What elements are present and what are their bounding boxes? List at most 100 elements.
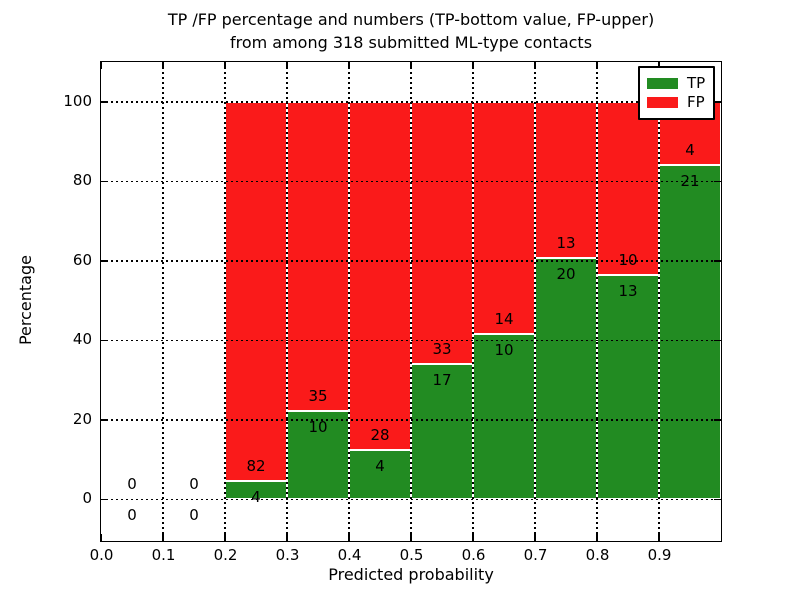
bar-fp-0.4-0.5 xyxy=(349,101,411,450)
bar-tp-0.3-0.4 xyxy=(287,410,349,500)
gridline-x-0.9 xyxy=(658,62,660,541)
x-tick-label-0.4: 0.4 xyxy=(337,546,362,564)
gridline-x-0.2 xyxy=(224,62,226,541)
tp-count-label-0.9-1: 21 xyxy=(680,172,700,191)
y-tick-left-20 xyxy=(101,419,108,421)
x-tick-top-0.9 xyxy=(658,62,660,69)
y-tick-right-100 xyxy=(714,101,721,103)
gridline-x-0.4 xyxy=(348,62,350,541)
tp-count-label-0-0.1: 0 xyxy=(127,506,137,525)
gridline-x-0.5 xyxy=(410,62,412,541)
legend-entry-tp: TP xyxy=(647,75,713,92)
x-tick-bottom-0.4 xyxy=(348,534,350,541)
x-tick-label-0.2: 0.2 xyxy=(213,546,238,564)
legend: TP FP xyxy=(638,66,715,120)
y-tick-right-0 xyxy=(714,498,721,500)
tp-count-label-0.5-0.6: 17 xyxy=(432,371,452,390)
bar-fp-0.8-0.9 xyxy=(597,101,659,275)
chart-title-line-1: TP /FP percentage and numbers (TP-bottom… xyxy=(167,10,655,29)
tp-count-label-0.2-0.3: 4 xyxy=(251,487,261,506)
fp-legend-label: FP xyxy=(687,93,705,111)
bar-tp-0.5-0.6 xyxy=(411,364,473,500)
bar-fp-0.3-0.4 xyxy=(287,101,349,411)
x-tick-bottom-0.6 xyxy=(472,534,474,541)
x-tick-top-0.5 xyxy=(410,62,412,69)
y-tick-right-80 xyxy=(714,180,721,182)
gridline-x-0.3 xyxy=(286,62,288,541)
x-tick-bottom-0.2 xyxy=(224,534,226,541)
fp-count-label-0.2-0.3: 82 xyxy=(246,456,266,475)
fp-count-label-0.7-0.8: 13 xyxy=(556,234,576,253)
x-tick-label-0.5: 0.5 xyxy=(399,546,424,564)
x-tick-bottom-0.9 xyxy=(658,534,660,541)
x-tick-label-0.1: 0.1 xyxy=(151,546,176,564)
y-tick-left-80 xyxy=(101,180,108,182)
fp-count-label-0.6-0.7: 14 xyxy=(494,309,514,328)
x-tick-top-0.8 xyxy=(596,62,598,69)
y-axis-label: Percentage xyxy=(16,255,35,346)
y-tick-label-20: 20 xyxy=(72,409,92,428)
plot-area: TP FP 0 0 0 0 82 4 35 10 28 4 33 17 14 10 13 20 10 13 4 21 xyxy=(100,61,722,542)
x-tick-bottom-0.1 xyxy=(162,534,164,541)
y-tick-label-0: 0 xyxy=(82,489,92,508)
y-tick-label-40: 40 xyxy=(72,330,92,349)
x-tick-top-0.4 xyxy=(348,62,350,69)
legend-entry-fp: FP xyxy=(647,94,713,111)
x-tick-bottom-0.5 xyxy=(410,534,412,541)
tp-count-label-0.4-0.5: 4 xyxy=(375,456,385,475)
tp-count-label-0.3-0.4: 10 xyxy=(308,417,328,436)
bar-tp-0.7-0.8 xyxy=(535,258,597,500)
x-tick-top-0.2 xyxy=(224,62,226,69)
bar-fp-0.5-0.6 xyxy=(411,101,473,365)
fp-count-label-0.8-0.9: 10 xyxy=(618,250,638,269)
y-tick-right-40 xyxy=(714,339,721,341)
chart-title: TP /FP percentage and numbers (TP-bottom… xyxy=(100,8,722,54)
y-tick-label-100: 100 xyxy=(63,91,92,110)
fp-count-label-0.1-0.2: 0 xyxy=(189,475,199,494)
bar-fp-0.2-0.3 xyxy=(225,101,287,481)
x-tick-top-0.7 xyxy=(534,62,536,69)
y-tick-left-60 xyxy=(101,260,108,262)
gridline-x-0.8 xyxy=(596,62,598,541)
y-tick-left-0 xyxy=(101,498,108,500)
x-tick-top-0.0 xyxy=(100,62,102,69)
gridline-x-0.6 xyxy=(472,62,474,541)
y-tick-right-20 xyxy=(714,419,721,421)
fp-count-label-0.3-0.4: 35 xyxy=(308,386,328,405)
bar-tp-0.8-0.9 xyxy=(597,274,659,500)
tp-count-label-0.8-0.9: 13 xyxy=(618,281,638,300)
fp-count-label-0-0.1: 0 xyxy=(127,475,137,494)
fp-count-label-0.5-0.6: 33 xyxy=(432,340,452,359)
tp-legend-label: TP xyxy=(687,74,706,92)
gridline-x-0.7 xyxy=(534,62,536,541)
bar-fp-0.6-0.7 xyxy=(473,101,535,334)
tp-count-label-0.7-0.8: 20 xyxy=(556,265,576,284)
x-axis-label: Predicted probability xyxy=(328,565,494,584)
y-tick-label-60: 60 xyxy=(72,250,92,269)
fp-count-label-0.9-1: 4 xyxy=(685,141,695,160)
chart-title-line-2: from among 318 submitted ML-type contact… xyxy=(229,33,593,52)
x-tick-label-0.8: 0.8 xyxy=(585,546,610,564)
y-tick-left-100 xyxy=(101,101,108,103)
x-tick-bottom-0.0 xyxy=(100,534,102,541)
tp-count-label-0.6-0.7: 10 xyxy=(494,340,514,359)
x-tick-label-0.7: 0.7 xyxy=(523,546,548,564)
x-tick-top-0.6 xyxy=(472,62,474,69)
y-tick-right-60 xyxy=(714,260,721,262)
x-tick-bottom-0.3 xyxy=(286,534,288,541)
fp-count-label-0.4-0.5: 28 xyxy=(370,425,390,444)
tp-legend-swatch xyxy=(647,78,678,89)
x-tick-label-0.9: 0.9 xyxy=(647,546,672,564)
x-tick-top-0.1 xyxy=(162,62,164,69)
y-tick-left-40 xyxy=(101,339,108,341)
x-tick-label-0.6: 0.6 xyxy=(461,546,486,564)
x-tick-label-0.3: 0.3 xyxy=(275,546,300,564)
x-tick-label-0.0: 0.0 xyxy=(89,546,114,564)
gridline-x-0.1 xyxy=(162,62,164,541)
x-tick-bottom-0.8 xyxy=(596,534,598,541)
fp-legend-swatch xyxy=(647,97,678,108)
x-tick-top-0.3 xyxy=(286,62,288,69)
y-tick-label-80: 80 xyxy=(72,171,92,190)
tp-count-label-0.1-0.2: 0 xyxy=(189,506,199,525)
